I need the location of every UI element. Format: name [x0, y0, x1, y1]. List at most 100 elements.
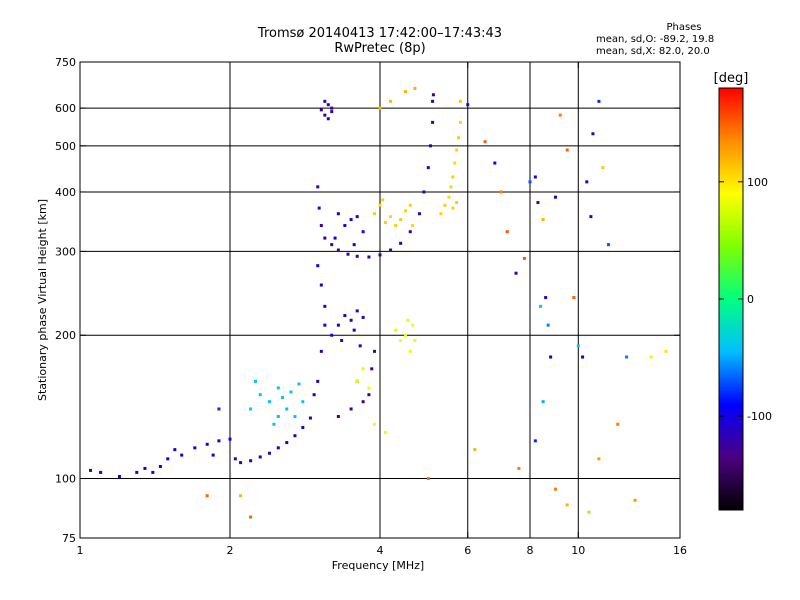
data-point — [151, 470, 155, 474]
data-point — [316, 185, 320, 189]
data-point — [361, 315, 365, 319]
data-point — [228, 437, 232, 441]
data-point — [301, 400, 305, 404]
x-tick-label: 2 — [227, 544, 234, 557]
stats-x-mode: mean, sd,X: 82.0, 20.0 — [596, 46, 710, 57]
x-tick-label: 10 — [571, 544, 585, 557]
data-point — [541, 218, 545, 222]
colorbar-label: [deg] — [714, 71, 749, 86]
x-tick-label: 16 — [673, 544, 687, 557]
data-point — [319, 224, 323, 228]
data-point — [417, 212, 421, 216]
stats-o-mode: mean, sd,O: -89.2, 19.8 — [596, 34, 715, 45]
data-point — [499, 190, 503, 194]
data-point — [301, 425, 305, 429]
data-point — [408, 203, 412, 207]
data-point — [413, 86, 417, 90]
data-point — [333, 236, 337, 240]
data-point — [449, 185, 453, 189]
data-point — [323, 304, 327, 308]
data-point — [589, 215, 593, 219]
data-point — [633, 498, 637, 502]
data-point — [453, 161, 457, 165]
data-point — [406, 318, 410, 322]
data-point — [361, 367, 365, 371]
data-point — [422, 190, 426, 194]
data-point — [483, 140, 487, 144]
data-point — [426, 477, 430, 481]
data-point — [439, 212, 443, 216]
data-point — [336, 212, 340, 216]
y-tick-label: 300 — [55, 245, 76, 258]
data-point — [135, 470, 139, 474]
data-point — [408, 230, 412, 234]
data-point — [373, 212, 377, 216]
data-point — [330, 106, 334, 110]
data-point — [323, 113, 327, 117]
data-point — [553, 487, 557, 491]
data-point — [89, 468, 93, 472]
data-point — [408, 349, 412, 353]
data-point — [403, 90, 407, 94]
data-point — [517, 466, 521, 470]
data-point — [361, 230, 365, 234]
data-point — [431, 99, 435, 103]
data-point — [258, 393, 262, 397]
data-point — [426, 166, 430, 170]
data-point — [352, 243, 356, 247]
data-point — [143, 466, 147, 470]
data-point — [158, 464, 162, 468]
data-point — [514, 271, 518, 275]
chart-title: Tromsø 20140413 17:42:00–17:43:43 — [257, 26, 503, 41]
data-point — [239, 494, 243, 498]
data-points — [89, 86, 668, 519]
data-point — [253, 379, 257, 383]
data-point — [249, 407, 253, 411]
data-point — [403, 333, 407, 337]
data-point — [340, 338, 344, 342]
data-point — [394, 328, 398, 332]
data-point — [336, 323, 340, 327]
data-point — [616, 422, 620, 426]
data-point — [317, 206, 321, 210]
data-point — [217, 439, 221, 443]
data-point — [457, 136, 461, 140]
data-point — [565, 148, 569, 152]
data-point — [358, 344, 362, 348]
data-point — [316, 264, 320, 268]
data-point — [117, 474, 121, 478]
x-tick-label: 4 — [377, 544, 384, 557]
data-point — [281, 395, 285, 399]
data-point — [533, 439, 537, 443]
data-point — [431, 93, 435, 97]
x-axis-label: Frequency [MHz] — [332, 559, 424, 572]
x-tick-label: 1 — [77, 544, 84, 557]
data-point — [319, 283, 323, 287]
data-point — [601, 166, 605, 170]
y-tick-label: 750 — [55, 56, 76, 69]
data-point — [539, 304, 543, 308]
colorbar: 100 0 -100 — [718, 87, 772, 511]
data-point — [267, 400, 271, 404]
data-point — [249, 459, 253, 463]
data-point — [607, 243, 611, 247]
data-point — [466, 103, 470, 107]
y-tick-label: 75 — [62, 532, 76, 545]
y-tick-label: 500 — [55, 140, 76, 153]
data-point — [326, 117, 330, 121]
data-point — [272, 422, 276, 426]
data-point — [455, 148, 459, 152]
data-point — [549, 355, 553, 359]
axes: 1 2 4 6 8 10 16 75 100 200 300 400 500 600 750 — [55, 56, 687, 557]
data-point — [205, 494, 209, 498]
data-point — [326, 103, 330, 107]
data-point — [565, 503, 569, 507]
data-point — [413, 338, 417, 342]
data-point — [276, 446, 280, 450]
data-point — [336, 414, 340, 418]
data-point — [285, 407, 289, 411]
data-point — [276, 414, 280, 418]
data-point — [293, 434, 297, 438]
data-point — [330, 243, 334, 247]
